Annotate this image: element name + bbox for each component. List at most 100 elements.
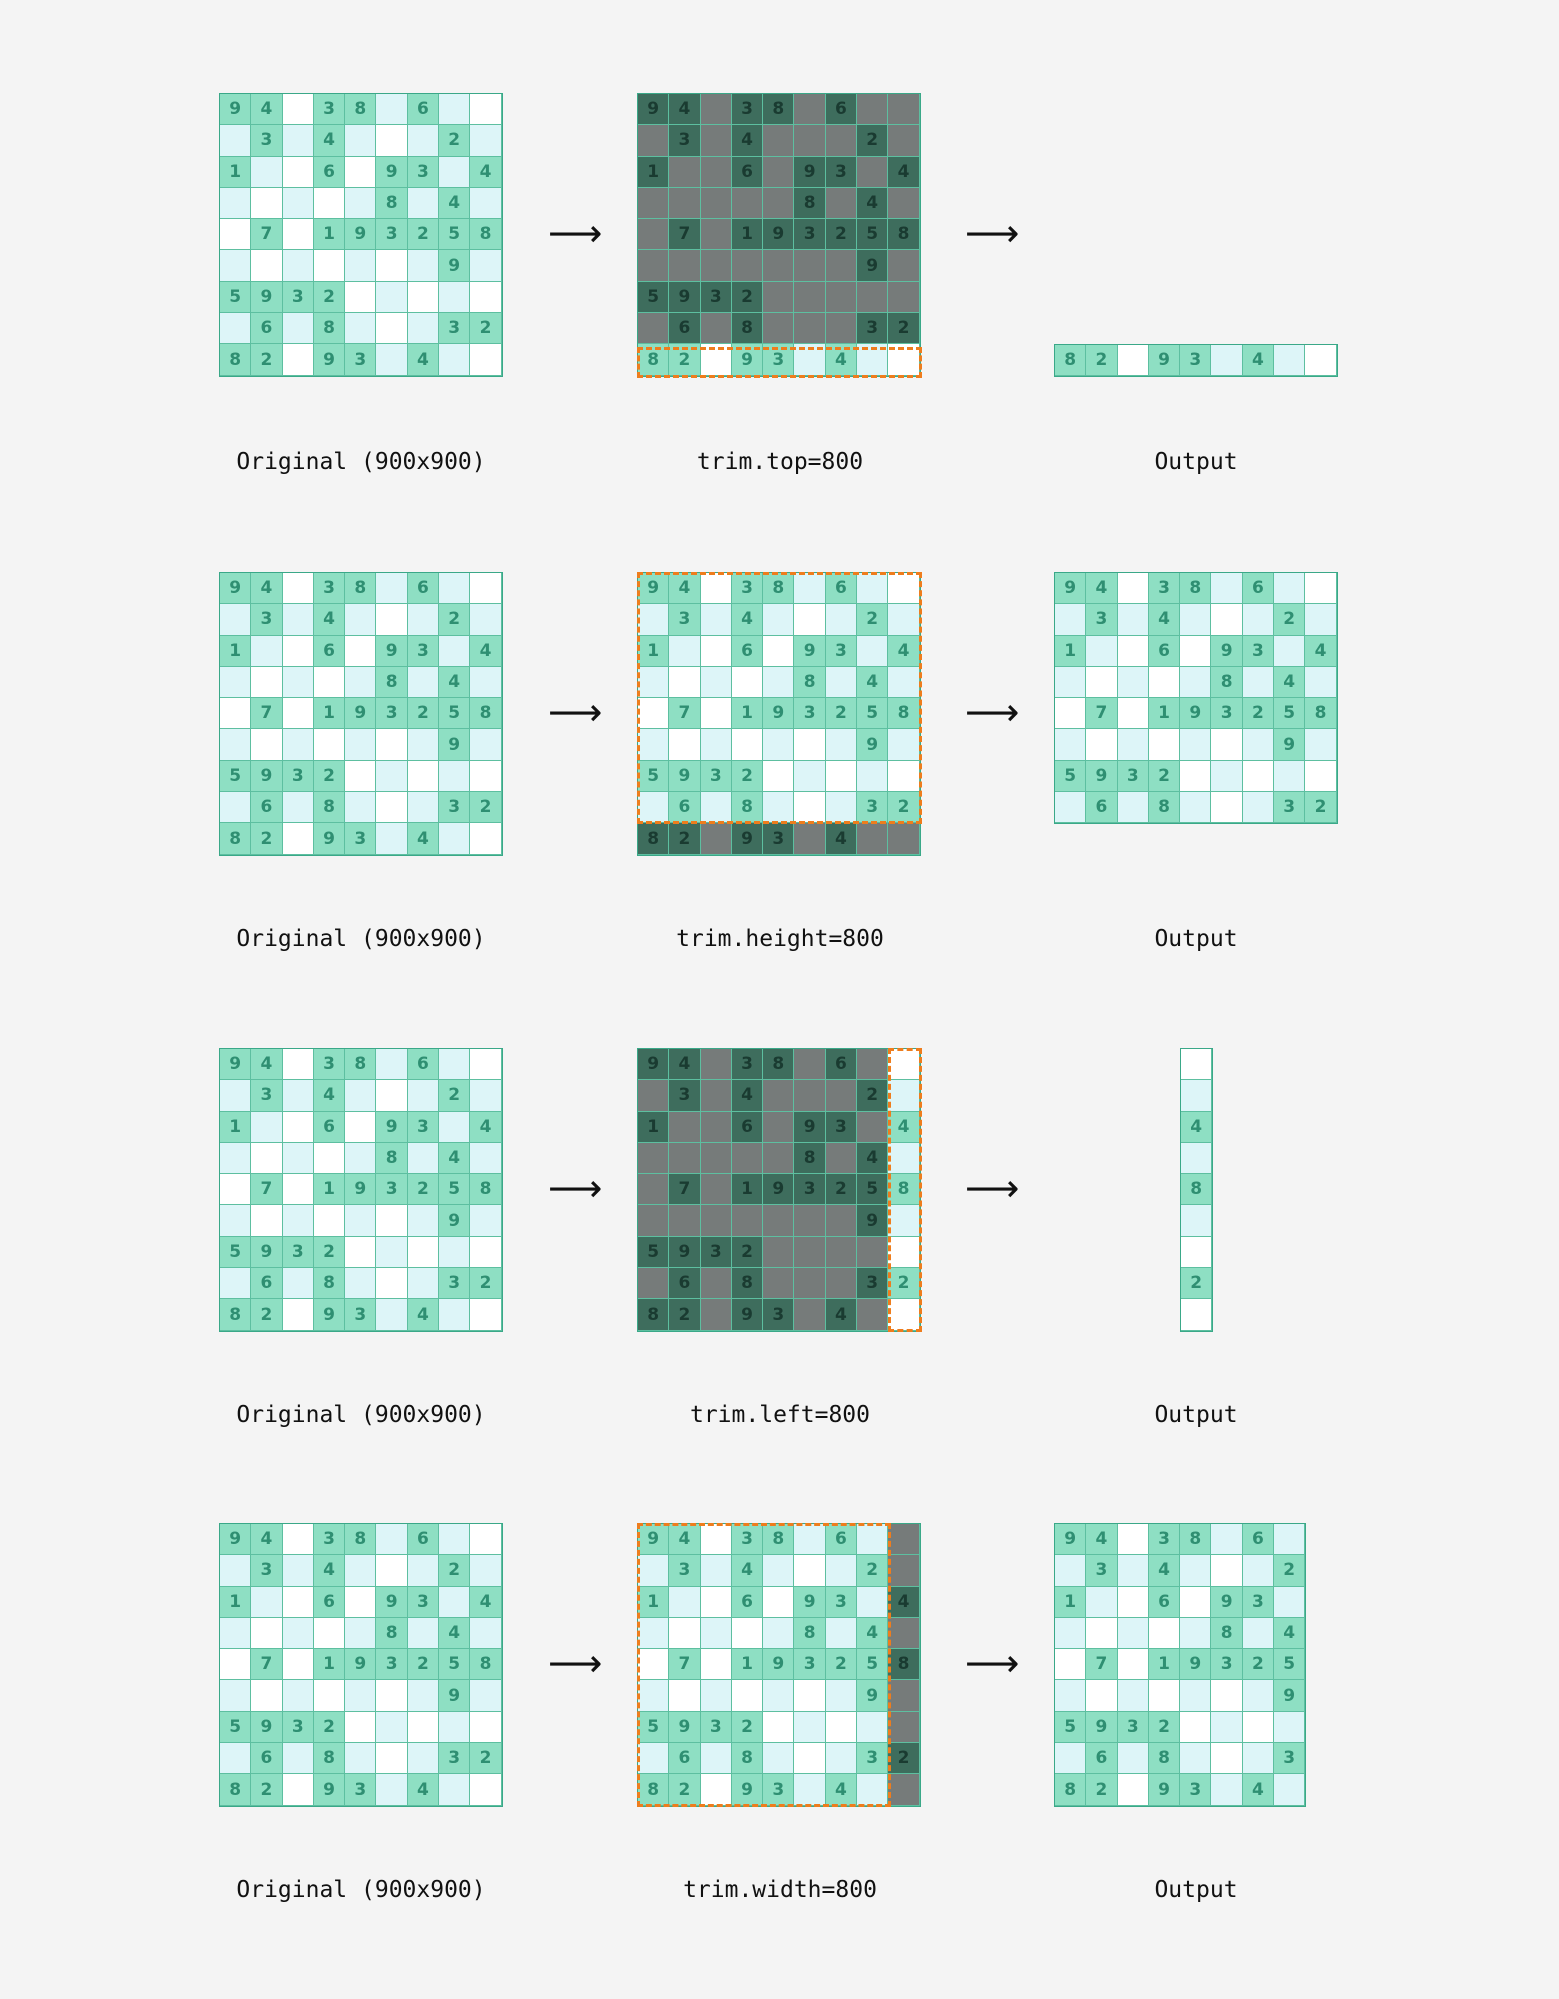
grid-cell — [888, 573, 920, 605]
grid-cell: 4 — [857, 187, 889, 220]
grid-cell — [220, 1080, 252, 1112]
grid-cell: 9 — [220, 1049, 252, 1081]
grid-cell — [1211, 1680, 1243, 1712]
grid-cell — [700, 792, 732, 824]
grid-cell — [857, 635, 889, 667]
grid-cell — [888, 281, 920, 314]
grid-cell — [470, 1142, 502, 1175]
grid-cell: 2 — [313, 1711, 346, 1744]
grid-cell — [407, 1711, 440, 1744]
grid-cell: 2 — [1305, 792, 1337, 824]
grid-cell — [857, 1586, 889, 1618]
grid-cell — [376, 729, 408, 761]
grid-cell: 2 — [888, 792, 920, 824]
grid-cell: 8 — [345, 573, 377, 605]
grid-cell — [763, 1236, 795, 1269]
grid-cell — [1117, 345, 1149, 377]
grid-cell — [638, 698, 670, 730]
grid-cell — [1274, 1524, 1306, 1556]
grid-cell: 8 — [470, 219, 502, 251]
grid-cell — [857, 1049, 889, 1081]
grid-cell — [1117, 792, 1149, 824]
grid-cell: 3 — [1211, 1649, 1243, 1681]
grid-cell — [669, 1617, 701, 1650]
grid-cell — [700, 1205, 732, 1237]
grid-cell: 9 — [638, 94, 670, 126]
grid-cell — [888, 760, 920, 793]
grid-cell: 3 — [700, 760, 732, 793]
grid-cell: 4 — [251, 94, 283, 126]
grid-cell — [376, 760, 408, 793]
grid-cell: 2 — [731, 1711, 764, 1744]
grid-cell — [1117, 666, 1149, 699]
grid-cell — [345, 1680, 377, 1712]
grid-cell: 9 — [638, 1524, 670, 1556]
grid-cell: 6 — [731, 156, 764, 188]
grid-cell — [763, 187, 795, 220]
grid-cell — [439, 1111, 471, 1143]
grid-cell — [470, 250, 502, 282]
grid-cell: 3 — [825, 1586, 858, 1618]
grid-cell — [1305, 604, 1337, 636]
grid-cell: 9 — [857, 1680, 889, 1712]
grid-cell: 3 — [407, 1586, 440, 1618]
grid-cell — [282, 823, 314, 855]
grid-cell — [251, 1205, 283, 1237]
grid-cell: 6 — [313, 156, 346, 188]
grid-cell — [700, 187, 732, 220]
grid-cell — [470, 1236, 502, 1269]
grid-cell — [825, 1268, 858, 1300]
grid-cell — [1055, 698, 1087, 730]
grid-cell: 2 — [825, 1649, 858, 1681]
grid-cell — [731, 1680, 764, 1712]
grid-cell: 8 — [220, 823, 252, 855]
grid-cell — [888, 604, 920, 636]
grid-cell — [1086, 729, 1118, 761]
grid-cell: 8 — [1211, 1617, 1243, 1650]
grid-cell — [763, 760, 795, 793]
grid-cell: 8 — [888, 1649, 920, 1681]
grid-cell — [700, 1524, 732, 1556]
grid-cell — [1086, 1617, 1118, 1650]
grid-cell: 8 — [220, 1774, 252, 1806]
grid-cell — [470, 823, 502, 855]
grid-cell — [470, 604, 502, 636]
grid-cell: 8 — [313, 1743, 346, 1775]
grid-cell — [794, 250, 826, 282]
grid-cell: 5 — [439, 219, 471, 251]
grid-cell — [1181, 1142, 1213, 1175]
grid-cell — [794, 1080, 826, 1112]
grid-cell — [700, 698, 732, 730]
grid-cell — [1148, 1617, 1181, 1650]
grid-cell — [857, 281, 889, 314]
grid-cell: 4 — [669, 573, 701, 605]
grid-cell: 4 — [888, 1111, 920, 1143]
grid-cell: 9 — [763, 1174, 795, 1206]
grid-cell: 4 — [1086, 573, 1118, 605]
grid-cell: 2 — [1274, 604, 1306, 636]
grid-cell — [638, 1649, 670, 1681]
grid-cell — [888, 1049, 920, 1081]
grid-cell — [282, 1774, 314, 1806]
grid-cell — [470, 1774, 502, 1806]
grid-cell: 2 — [313, 1236, 346, 1269]
grid-cell: 3 — [1148, 573, 1181, 605]
grid-cell: 5 — [857, 219, 889, 251]
grid-cell — [1180, 1711, 1212, 1744]
grid-cell: 4 — [470, 1111, 502, 1143]
grid-cell: 2 — [407, 219, 440, 251]
grid-cell: 4 — [731, 1080, 764, 1112]
grid-cell: 2 — [731, 1236, 764, 1269]
grid-cell — [794, 823, 826, 855]
grid-cell — [888, 1205, 920, 1237]
grid-cell — [731, 666, 764, 699]
grid-cell: 3 — [1117, 760, 1149, 793]
grid-cell — [1211, 729, 1243, 761]
grid-cell: 8 — [731, 792, 764, 824]
grid-cell: 9 — [313, 344, 346, 376]
grid-cell — [763, 729, 795, 761]
operation-caption: trim.top=800 — [696, 449, 864, 475]
grid-cell — [1180, 635, 1212, 667]
grid-cell: 9 — [220, 94, 252, 126]
